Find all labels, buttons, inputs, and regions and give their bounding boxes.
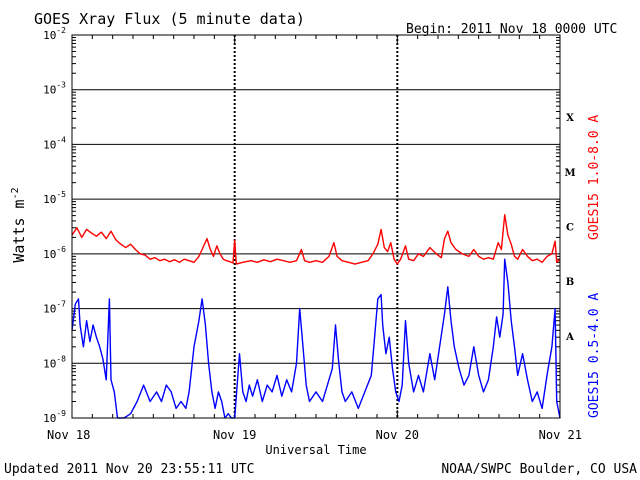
footer-credit: NOAA/SWPC Boulder, CO USA (441, 462, 637, 477)
y-tick-exponent: -4 (56, 135, 66, 144)
x-axis-ticks: Nov 18 Nov 19 Nov 20 Nov 21 (47, 428, 582, 442)
flare-class-label: X (566, 113, 574, 124)
flare-class-label: C (566, 223, 574, 234)
y-tick-exponent: -3 (56, 81, 66, 90)
y-axis-ticks: 10-210-310-410-510-610-710-810-9 (43, 26, 66, 425)
flare-class-label: A (565, 332, 574, 343)
y-tick-exponent: -8 (56, 354, 66, 363)
y-tick-exponent: -5 (56, 190, 66, 199)
y-tick-exponent: -6 (56, 245, 66, 254)
series-line-long-wave (71, 214, 561, 265)
y-axis-label-exponent: -2 (10, 187, 21, 199)
y-tick-label: 10-8 (43, 354, 66, 370)
plot-frame (71, 34, 561, 419)
y-tick-label: 10-2 (43, 26, 66, 42)
series-line-short-wave (71, 258, 561, 419)
y-tick-base: 10 (43, 357, 56, 370)
begin-label: Begin: 2011 Nov 18 0000 UTC (406, 22, 617, 37)
x-tick-label: Nov 21 (539, 428, 582, 442)
y-tick-base: 10 (43, 29, 56, 42)
y-tick-base: 10 (43, 248, 56, 261)
x-axis-label: Universal Time (265, 443, 366, 457)
y-axis-label-base: Watts m (10, 199, 28, 262)
y-tick-label: 10-3 (43, 81, 66, 97)
y-tick-exponent: -9 (56, 409, 66, 418)
x-tick-label: Nov 18 (47, 428, 90, 442)
flare-class-label: B (566, 277, 574, 288)
y-tick-label: 10-6 (43, 245, 66, 261)
series-label-short-wave: GOES15 0.5-4.0 A (587, 293, 602, 418)
y-tick-label: 10-5 (43, 190, 66, 206)
y-tick-label: 10-7 (43, 300, 66, 316)
x-tick-label: Nov 20 (376, 428, 419, 442)
y-tick-exponent: -2 (56, 26, 66, 35)
y-tick-exponent: -7 (56, 300, 66, 309)
x-tick-label: Nov 19 (213, 428, 256, 442)
flare-class-label: M (564, 168, 575, 179)
y-tick-base: 10 (43, 84, 56, 97)
y-tick-label: 10-4 (43, 135, 66, 151)
y-tick-base: 10 (43, 303, 56, 316)
y-tick-base: 10 (43, 138, 56, 151)
y-tick-base: 10 (43, 193, 56, 206)
series-label-long-wave: GOES15 1.0-8.0 A (587, 115, 602, 240)
y-tick-base: 10 (43, 412, 56, 425)
flare-class-labels: X M C B A (564, 113, 575, 343)
y-tick-label: 10-9 (43, 409, 66, 425)
chart-title: GOES Xray Flux (5 minute data) (34, 10, 305, 28)
footer-updated: Updated 2011 Nov 20 23:55:11 UTC (4, 462, 254, 477)
y-axis-label: Watts m-2 (10, 187, 28, 262)
chart-grid (71, 34, 561, 419)
series-layer (71, 214, 561, 419)
